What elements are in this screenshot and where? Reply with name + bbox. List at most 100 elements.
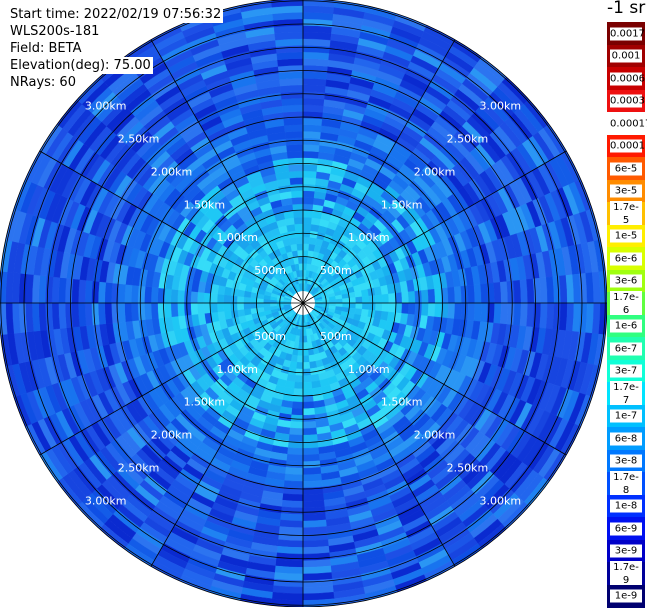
data-cell (348, 302, 357, 309)
colorbar-label: 3e-9 (610, 544, 642, 558)
colorbar-segment: 1.7e-5 (607, 200, 645, 227)
data-cell (283, 480, 304, 489)
range-label: 1.00km (216, 363, 258, 376)
range-label: 1.50km (381, 198, 423, 211)
data-cell (164, 288, 172, 304)
data-cell (283, 117, 304, 126)
colorbar-label: 1.7e-7 (610, 380, 642, 407)
data-cell (130, 302, 139, 322)
device-label: WLS200s-181 (10, 24, 100, 39)
data-cell (302, 407, 315, 416)
colorbar-label: 1e-5 (610, 229, 642, 243)
data-cell (295, 361, 304, 370)
colorbar-segment: 3e-8 (607, 449, 645, 473)
range-label: 2.50km (447, 133, 489, 146)
range-label: 1.50km (381, 396, 423, 409)
data-cell (190, 302, 199, 315)
data-cell (91, 280, 100, 304)
data-cell (302, 506, 326, 515)
range-label: 2.00km (151, 429, 193, 442)
colorbar-label: 0.001 (610, 49, 642, 63)
data-cell (302, 117, 323, 126)
data-cell (284, 130, 304, 139)
colorbar-label: 0.0006 (610, 72, 645, 85)
data-cell (278, 526, 304, 535)
data-cell (355, 302, 363, 310)
data-cell (170, 302, 179, 318)
colorbar-label: 0.00017 (610, 117, 647, 130)
range-label: 2.00km (414, 429, 456, 442)
data-cell (293, 216, 304, 225)
data-cell (299, 269, 304, 277)
data-cell (302, 130, 322, 139)
data-cell (342, 297, 350, 304)
data-cell (302, 361, 311, 370)
data-cell (284, 473, 304, 482)
data-cell (295, 236, 304, 245)
data-cell (117, 283, 126, 304)
data-cell (493, 282, 502, 304)
data-cell (302, 453, 320, 462)
data-cell (302, 348, 309, 357)
data-cell (302, 144, 320, 153)
field-label: Field: BETA (10, 41, 82, 56)
data-cell (249, 302, 258, 309)
data-cell (84, 279, 93, 304)
data-cell (526, 278, 535, 304)
range-label: 1.50km (184, 396, 226, 409)
data-cell (58, 302, 67, 329)
data-cell (302, 236, 311, 245)
data-cell (289, 421, 304, 429)
start-time-label: Start time: 2022/02/19 07:56:32 (10, 6, 224, 23)
range-label: 1.00km (216, 231, 258, 244)
data-cell (302, 150, 320, 159)
data-cell (278, 71, 304, 80)
data-cell (519, 302, 528, 327)
data-cell (282, 104, 304, 113)
colorbar-label: 1e-7 (610, 409, 642, 423)
data-cell (284, 467, 304, 476)
data-cell (249, 297, 258, 304)
data-cell (401, 291, 409, 304)
data-cell (506, 302, 515, 326)
data-cell (293, 210, 304, 218)
data-cell (361, 302, 370, 311)
range-label: 1.50km (184, 198, 226, 211)
data-cell (421, 289, 429, 304)
colorbar-segment: 0.001 (607, 44, 645, 68)
colorbar-label: 1e-8 (610, 499, 642, 513)
colorbar-label: 1.7e-5 (610, 200, 642, 227)
data-cell (216, 293, 225, 304)
data-cell (308, 354, 316, 363)
data-cell (401, 302, 409, 315)
colorbar-segment: 1e-7 (607, 404, 645, 428)
data-cell (286, 150, 304, 159)
data-cell (447, 286, 456, 304)
beta-data-sectors (0, 0, 608, 607)
data-cell (519, 279, 528, 304)
data-cell (513, 302, 522, 327)
colorbar-segment: 3e-7 (607, 359, 645, 383)
data-cell (137, 285, 146, 304)
data-cell (210, 302, 218, 313)
data-cell (302, 414, 316, 423)
colorbar-segment: 3e-9 (607, 539, 645, 563)
colorbar-segment: 1.7e-8 (607, 470, 645, 497)
data-cell (236, 295, 245, 304)
colorbar-label: 3e-8 (610, 454, 642, 468)
data-cell (302, 381, 313, 390)
data-cell (302, 513, 327, 522)
data-cell (302, 97, 325, 107)
colorbar-label: 3e-6 (610, 274, 642, 288)
colorbar-label: 1.7e-9 (610, 560, 642, 587)
data-cell (288, 170, 304, 179)
data-cell (280, 506, 304, 515)
data-cell (297, 249, 304, 258)
colorbar-segment: 6e-7 (607, 337, 645, 360)
data-cell (190, 291, 199, 304)
data-cell (302, 190, 315, 199)
data-cell (302, 78, 327, 87)
data-cell (460, 302, 469, 321)
colorbar-label: 0.0003 (610, 94, 645, 108)
data-cell (91, 302, 100, 326)
